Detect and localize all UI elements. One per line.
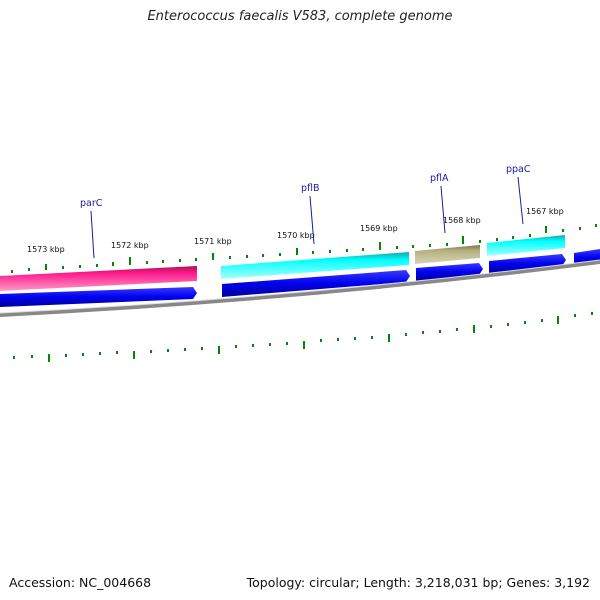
cds-arrow[interactable] (416, 263, 483, 281)
gene-feature-pflb[interactable] (221, 252, 409, 279)
tick-label: 1568 kbp (443, 216, 481, 225)
cds-arrow[interactable] (222, 270, 410, 297)
gene-feature-pfla[interactable] (415, 245, 480, 264)
tick-label: 1572 kbp (111, 241, 149, 250)
gene-label-parc: parC (80, 198, 103, 209)
gene-labels: parC pflB pflA ppaC (80, 164, 531, 209)
genome-backbone (0, 260, 600, 317)
cds-arrow[interactable] (0, 287, 197, 307)
genome-summary-text: Topology: circular; Length: 3,218,031 bp… (246, 575, 590, 590)
gene-callout-lines (90, 176, 524, 259)
tick-label: 1573 kbp (27, 245, 65, 254)
gene-feature-ppac[interactable] (487, 235, 565, 256)
tick-label: 1567 kbp (526, 207, 564, 216)
tick-label: 1571 kbp (194, 237, 232, 246)
cds-arrow[interactable] (489, 254, 566, 274)
gene-label-ppac: ppaC (506, 164, 531, 175)
inner-tick-row (13, 312, 593, 362)
tick-label: 1569 kbp (360, 224, 398, 233)
tick-label: 1570 kbp (277, 231, 315, 240)
cds-arrows[interactable] (0, 249, 600, 307)
genome-title: Enterococcus faecalis V583, complete gen… (147, 9, 453, 24)
accession-text: Accession: NC_004668 (9, 575, 152, 590)
gene-feature-parc[interactable] (0, 266, 197, 291)
genome-backbone-highlight (0, 259, 600, 314)
gene-label-pfla: pflA (430, 173, 449, 184)
tick-labels: 1573 kbp 1572 kbp 1571 kbp 1570 kbp 1569… (27, 207, 564, 254)
gene-features[interactable] (0, 235, 565, 291)
gene-label-pflb: pflB (301, 183, 320, 194)
outer-tick-row (11, 224, 597, 273)
